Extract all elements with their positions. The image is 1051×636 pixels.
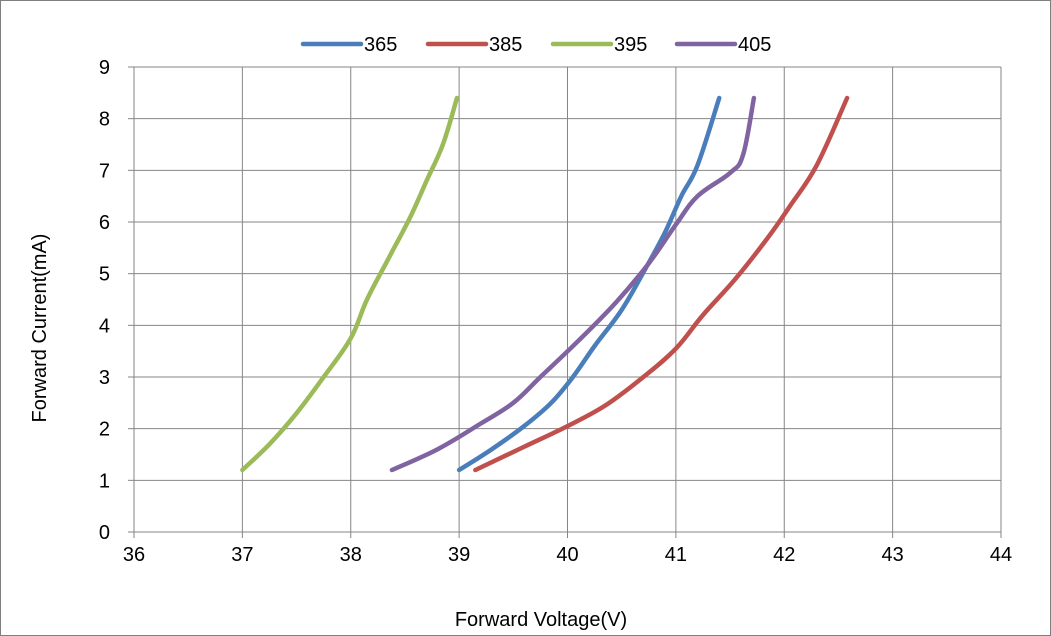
y-tick-label: 5 bbox=[99, 264, 110, 286]
x-tick-label: 39 bbox=[448, 544, 470, 566]
legend-label-365: 365 bbox=[364, 34, 397, 56]
legend-label-385: 385 bbox=[489, 34, 522, 56]
legend-label-405: 405 bbox=[738, 34, 771, 56]
y-tick-label: 1 bbox=[99, 470, 110, 492]
x-tick-label: 37 bbox=[231, 544, 253, 566]
x-tick-label: 38 bbox=[340, 544, 362, 566]
y-tick-label: 9 bbox=[99, 57, 110, 79]
legend-label-395: 395 bbox=[614, 34, 647, 56]
x-tick-label: 42 bbox=[773, 544, 795, 566]
y-tick-label: 0 bbox=[99, 522, 110, 544]
series-line-395 bbox=[240, 95, 460, 473]
series-line-385 bbox=[473, 95, 850, 473]
series-line-405 bbox=[389, 95, 757, 473]
y-tick-label: 7 bbox=[99, 160, 110, 182]
x-tick-label: 40 bbox=[556, 544, 578, 566]
y-tick-label: 6 bbox=[99, 212, 110, 234]
y-tick-labels: 0 1 2 3 4 5 6 7 8 9 bbox=[99, 57, 110, 544]
x-tick-label: 43 bbox=[882, 544, 904, 566]
x-tick-label: 36 bbox=[123, 544, 145, 566]
y-tick-label: 4 bbox=[99, 315, 110, 337]
gridlines bbox=[134, 66, 1002, 532]
y-tick-label: 3 bbox=[99, 367, 110, 389]
series-line-365 bbox=[456, 95, 722, 473]
x-tick-labels: 36 37 38 39 40 41 42 43 44 bbox=[123, 544, 1012, 566]
y-axis-title: Forward Current(mA) bbox=[29, 234, 51, 423]
axes bbox=[128, 66, 1002, 538]
x-tick-label: 44 bbox=[990, 544, 1012, 566]
y-tick-label: 2 bbox=[99, 419, 110, 441]
x-tick-label: 41 bbox=[665, 544, 687, 566]
legend: 365 385 395 405 bbox=[300, 34, 771, 56]
y-tick-label: 8 bbox=[99, 109, 110, 131]
x-axis-title: Forward Voltage(V) bbox=[455, 609, 627, 631]
series-lines bbox=[240, 95, 850, 473]
